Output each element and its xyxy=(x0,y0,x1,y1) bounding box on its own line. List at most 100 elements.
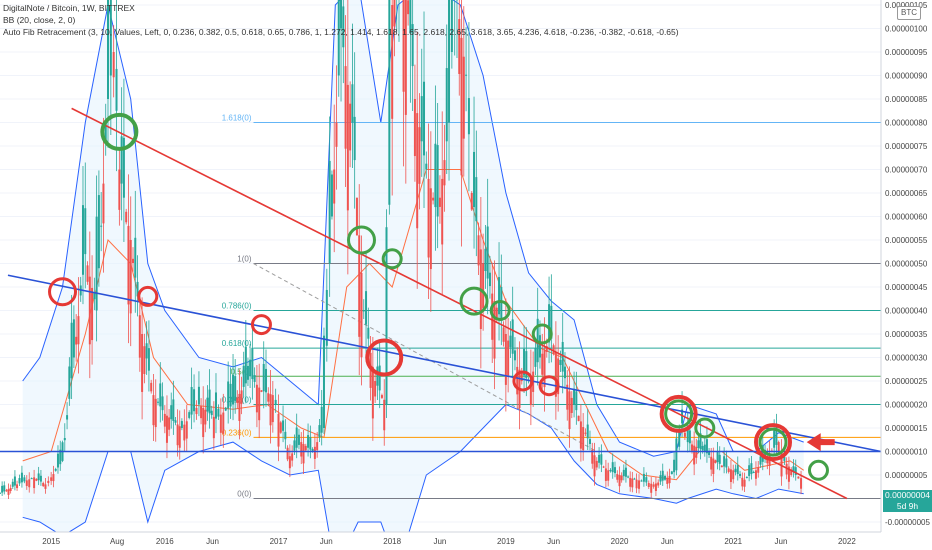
candle-body xyxy=(81,205,84,275)
candle-body xyxy=(402,0,405,92)
candle-body xyxy=(691,444,694,451)
candle-body xyxy=(125,211,128,223)
candle-body xyxy=(584,432,587,434)
x-tick-label: Aug xyxy=(110,537,124,546)
x-tick-label: 2018 xyxy=(383,537,401,546)
candle-body xyxy=(416,113,419,229)
candle-body xyxy=(183,424,186,441)
legend-bb[interactable]: BB (20, close, 2, 0) xyxy=(3,15,76,25)
candle-body xyxy=(269,394,272,426)
candle-body xyxy=(566,384,569,410)
candle-body xyxy=(607,470,610,481)
candle-body xyxy=(404,0,407,115)
red-circle-marker xyxy=(48,277,78,307)
candle-body xyxy=(598,454,601,463)
currency-badge[interactable]: BTC xyxy=(897,6,921,20)
candle-body xyxy=(309,437,312,450)
candle-body xyxy=(118,169,121,210)
candle-body xyxy=(745,477,748,479)
candle-body xyxy=(701,445,704,451)
candle-body xyxy=(425,163,428,170)
candle-body xyxy=(260,390,263,392)
candle-body xyxy=(33,477,36,489)
red-circle-marker xyxy=(538,375,560,397)
candle-body xyxy=(75,336,78,345)
candle-body xyxy=(134,237,137,278)
candle-body xyxy=(434,143,437,208)
candle-body xyxy=(645,477,648,483)
candle-body xyxy=(523,348,526,376)
y-tick-label: 0.00000025 xyxy=(885,377,928,386)
candle-body xyxy=(775,426,778,445)
candle-body xyxy=(374,381,377,397)
candle-body xyxy=(688,430,691,444)
candle-body xyxy=(613,467,616,474)
green-circle-marker xyxy=(664,399,694,429)
candle-body xyxy=(588,439,591,444)
fib-level-label: 0.5(0) xyxy=(231,367,252,376)
candle-body xyxy=(56,453,59,468)
candle-body xyxy=(427,178,430,258)
candle-body xyxy=(50,477,53,481)
candle-body xyxy=(661,470,664,481)
candle-body xyxy=(534,348,537,367)
legend-fib[interactable]: Auto Fib Retracement (3, 10, Values, Lef… xyxy=(3,27,679,37)
green-circle-marker xyxy=(694,417,716,439)
x-tick-label: 2021 xyxy=(724,537,742,546)
candle-body xyxy=(120,136,123,184)
y-tick-label: 0.00000050 xyxy=(885,260,928,269)
candle-body xyxy=(212,416,215,439)
x-tick-label: 2016 xyxy=(156,537,174,546)
candle-body xyxy=(573,388,576,405)
candle-body xyxy=(349,103,352,151)
candle-body xyxy=(378,365,381,391)
candle-body xyxy=(695,446,698,458)
candle-body xyxy=(163,413,166,427)
candle-body xyxy=(678,429,681,447)
x-tick-label: 2020 xyxy=(611,537,629,546)
legend-symbol[interactable]: DigitalNote / Bitcoin, 1W, BITTREX xyxy=(3,3,135,13)
candle-body xyxy=(727,468,730,472)
candle-body xyxy=(282,420,285,431)
candle-body xyxy=(9,487,12,491)
fib-level-label: 1.618(0) xyxy=(222,114,252,123)
candle-body xyxy=(37,473,40,481)
candle-body xyxy=(467,98,470,135)
x-tick-label: 2019 xyxy=(497,537,515,546)
candle-body xyxy=(54,468,57,471)
candle-body xyxy=(391,5,394,119)
candle-body xyxy=(190,386,193,415)
fib-level-label: 1(0) xyxy=(237,255,252,264)
candle-body xyxy=(86,265,89,282)
candle-body xyxy=(794,467,797,475)
chart-legend: DigitalNote / Bitcoin, 1W, BITTREX BB (2… xyxy=(3,2,679,38)
candle-body xyxy=(302,443,305,464)
candle-body xyxy=(242,365,245,387)
candle-body xyxy=(654,483,657,491)
candle-body xyxy=(30,478,33,480)
candle-body xyxy=(253,375,256,382)
candle-body xyxy=(258,387,261,421)
candle-body xyxy=(697,440,700,448)
y-tick-label: -0.00000005 xyxy=(885,518,930,527)
candle-body xyxy=(800,478,803,489)
candle-body xyxy=(152,395,155,426)
x-tick-label: Jun xyxy=(775,537,788,546)
candle-body xyxy=(365,291,368,325)
candle-body xyxy=(520,372,523,382)
candle-body xyxy=(129,240,132,314)
candle-body xyxy=(563,366,566,379)
candle-body xyxy=(154,398,157,428)
candle-body xyxy=(342,6,345,48)
candle-body xyxy=(358,235,361,337)
candle-body xyxy=(393,0,396,27)
candle-body xyxy=(748,465,751,476)
candle-body xyxy=(729,469,732,482)
candle-body xyxy=(328,160,331,264)
candle-body xyxy=(170,405,173,420)
fib-level-label: 0(0) xyxy=(237,490,252,499)
candle-body xyxy=(206,397,209,412)
green-circle-marker xyxy=(459,286,489,316)
